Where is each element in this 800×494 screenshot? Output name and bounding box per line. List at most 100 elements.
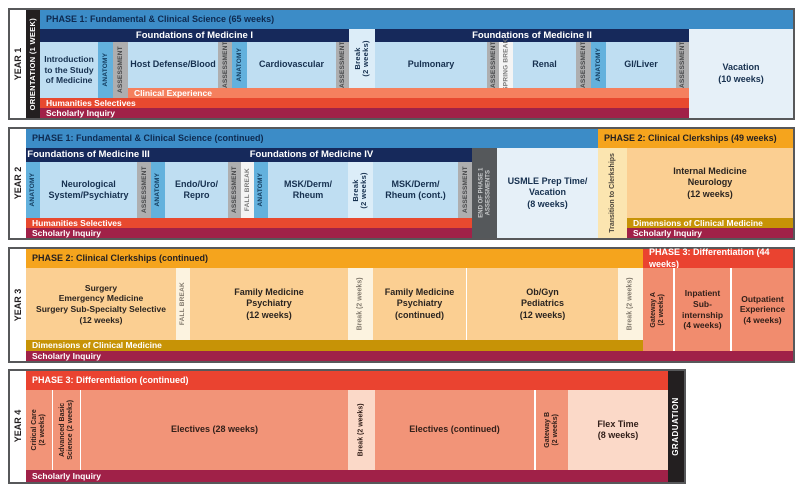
block-msk-derm-rheum: MSK/Derm/ Rheum [268, 162, 348, 218]
assessment-label: ASSESSMENT [338, 41, 346, 89]
block-msk-derm-rheum-cont: MSK/Derm/ Rheum (cont.) [373, 162, 458, 218]
assessment-column: ASSESSMENT [137, 162, 151, 218]
scholarly-inquiry-bar: Scholarly Inquiry [26, 470, 668, 482]
assessment-label: ASSESSMENT [140, 166, 148, 214]
block-neurological-psychiatry: Neurological System/Psychiatry [40, 162, 137, 218]
foundations-of-medicine-4-bar: Foundations of Medicine IV [151, 148, 472, 162]
foundations-of-medicine-3-bar: Foundations of Medicine III [26, 148, 151, 162]
critical-care-label: Critical Care (2 weeks) [31, 409, 46, 451]
anatomy-label: ANATOMY [154, 173, 162, 207]
year2-label-text: YEAR 2 [12, 167, 23, 200]
graduation-label: GRADUATION [670, 397, 680, 456]
assessment-column: ASSESSMENT [458, 162, 472, 218]
orientation-label: ORIENTATION (1 WEEK) [27, 17, 37, 111]
anatomy-column: ANATOMY [232, 42, 247, 88]
anatomy-label: ANATOMY [594, 48, 602, 82]
break-label: Break (2 weeks) [357, 403, 365, 457]
fall-break-column: FALL BREAK [176, 268, 190, 340]
assessment-label: ASSESSMENT [221, 41, 229, 89]
anatomy-column: ANATOMY [26, 162, 40, 218]
scholarly-inquiry-bar: Scholarly Inquiry [26, 228, 472, 238]
break-column-year2: Break (2 weeks) [348, 162, 373, 218]
phase1-header-year1: PHASE 1: Fundamental & Clinical Science … [40, 10, 793, 29]
scholarly-inquiry-bar: Scholarly Inquiry [627, 228, 793, 238]
phase2-header-year2: PHASE 2: Clinical Clerkships (49 weeks) [598, 129, 793, 148]
anatomy-column: ANATOMY [98, 42, 113, 98]
gateway-a-label: Gateway A (2 weeks) [650, 291, 666, 328]
year4-label-text: YEAR 4 [12, 410, 23, 443]
fall-break-label: FALL BREAK [179, 282, 187, 326]
break-label: Break (2 weeks) [352, 40, 370, 77]
end-of-phase1-label: END OF PHASE 1 ASSESSMENTS [477, 167, 491, 219]
gateway-b-label: Gateway B (2 weeks) [544, 412, 560, 448]
gateway-a-column: Gateway A (2 weeks) [643, 268, 673, 351]
spring-break-column: SPRING BREAK [499, 38, 513, 92]
transition-to-clerkships-column: Transition to Clerkships [598, 148, 627, 238]
block-family-medicine-psychiatry: Family Medicine Psychiatry (12 weeks) [190, 268, 348, 340]
assessment-column: ASSESSMENT [228, 162, 241, 218]
dimensions-of-clinical-medicine-bar: Dimensions of Clinical Medicine [26, 340, 643, 351]
phase3-header-year3: PHASE 3: Differentiation (44 weeks) [643, 247, 793, 269]
assessment-column: ASSESSMENT [113, 42, 128, 98]
dimensions-of-clinical-medicine-bar: Dimensions of Clinical Medicine [627, 218, 793, 228]
block-endo-uro-repro: Endo/Uro/ Repro [165, 162, 228, 218]
break-label: Break (2 weeks) [356, 277, 364, 331]
break-label: Break (2 weeks) [626, 277, 634, 331]
assessment-label: ASSESSMENT [489, 41, 497, 89]
phase3-header-year4: PHASE 3: Differentiation (continued) [26, 371, 668, 390]
scholarly-inquiry-bar: Scholarly Inquiry [26, 351, 793, 361]
spring-break-label: SPRING BREAK [502, 38, 510, 92]
block-surgery-clerkships: Surgery Emergency Medicine Surgery Sub-S… [26, 268, 176, 340]
assessment-label: ASSESSMENT [230, 166, 238, 214]
vacation-block: Vacation (10 weeks) [689, 29, 793, 118]
anatomy-column: ANATOMY [254, 162, 268, 218]
break-column: Break (2 weeks) [618, 268, 643, 340]
anatomy-label: ANATOMY [235, 48, 243, 82]
block-outpatient-experience: Outpatient Experience (4 weeks) [732, 268, 793, 351]
year2-label: YEAR 2 [10, 129, 26, 238]
block-electives-continued: Electives (continued) [375, 390, 534, 470]
assessment-label: ASSESSMENT [461, 166, 469, 214]
humanities-selectives-bar: Humanities Selectives [40, 98, 689, 108]
block-obgyn-pediatrics: Ob/Gyn Pediatrics (12 weeks) [467, 268, 618, 340]
year3-label: YEAR 3 [10, 249, 26, 361]
assessment-label: ASSESSMENT [116, 46, 124, 94]
block-renal: Renal [513, 42, 576, 88]
assessment-column: ASSESSMENT [336, 42, 349, 88]
fall-break-column: FALL BREAK [241, 162, 254, 218]
anatomy-label: ANATOMY [29, 173, 37, 207]
break-column-year4: Break (2 weeks) [348, 390, 375, 470]
assessment-label: ASSESSMENT [678, 41, 686, 89]
anatomy-label: ANATOMY [101, 53, 109, 87]
year3-label-text: YEAR 3 [12, 288, 23, 322]
end-of-phase1-assessments-column: END OF PHASE 1 ASSESSMENTS [472, 148, 497, 238]
assessment-column: ASSESSMENT [218, 42, 232, 88]
anatomy-column: ANATOMY [591, 42, 606, 88]
gateway-b-column: Gateway B (2 weeks) [536, 390, 568, 470]
break-label: Break (2 weeks) [351, 171, 369, 209]
break-column-year1: Break (2 weeks) [349, 29, 375, 88]
year4-label: YEAR 4 [10, 371, 26, 482]
block-introduction: Introduction to the Study of Medicine [40, 42, 98, 98]
advanced-basic-science-column: Advanced Basic Science (2 weeks) [53, 390, 80, 470]
transition-label: Transition to Clerkships [608, 153, 616, 233]
block-family-medicine-psychiatry-cont: Family Medicine Psychiatry (continued) [373, 268, 466, 340]
assessment-column: ASSESSMENT [487, 42, 499, 88]
anatomy-label: ANATOMY [257, 173, 265, 207]
year1-label: YEAR 1 [10, 10, 26, 118]
block-gi-liver: GI/Liver [606, 42, 676, 88]
block-flex-time: Flex Time (8 weeks) [568, 390, 668, 470]
block-inpatient-subinternship: Inpatient Sub-internship (4 weeks) [675, 268, 730, 351]
anatomy-column: ANATOMY [151, 162, 165, 218]
phase1-header-year2: PHASE 1: Fundamental & Clinical Science … [26, 129, 598, 148]
assessment-column: ASSESSMENT [576, 42, 591, 88]
block-cardiovascular: Cardiovascular [247, 42, 336, 88]
block-host-defense-blood: Host Defense/Blood [128, 42, 218, 88]
assessment-label: ASSESSMENT [579, 41, 587, 89]
foundations-of-medicine-2-bar: Foundations of Medicine II [375, 29, 689, 42]
phase2-header-year3: PHASE 2: Clinical Clerkships (continued) [26, 249, 643, 268]
block-pulmonary: Pulmonary [375, 42, 487, 88]
block-usmle-prep: USMLE Prep Time/ Vacation (8 weeks) [497, 148, 598, 238]
block-internal-medicine-neurology: Internal Medicine Neurology (12 weeks) [627, 148, 793, 218]
assessment-column: ASSESSMENT [676, 42, 689, 88]
